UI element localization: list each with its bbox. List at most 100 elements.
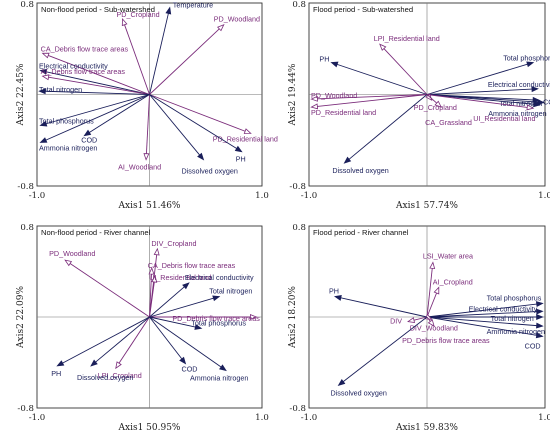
vector-ph: PH (329, 287, 428, 318)
vector-shaft (426, 316, 537, 336)
vector-ca-debris-flow-trace-areas: CA_Debris flow trace areas (41, 44, 150, 95)
vector-arrowhead (83, 129, 92, 137)
vector-label: Total phosphorus (487, 293, 542, 302)
vector-ca-debris-flow-trace-areas: CA_Debris flow trace areas (148, 261, 236, 318)
vector-label: PH (329, 287, 339, 296)
vector-shaft (426, 316, 431, 322)
vector-total-phosphorus: Total phosphorus (426, 293, 544, 318)
vector-arrowhead (433, 286, 440, 295)
x-axis-label: Axis1 50.95% (118, 423, 181, 433)
vector-total-nitrogen: Total nitrogen (149, 287, 252, 318)
vector-label: PD_Residential land (213, 134, 278, 143)
vector-arrowhead (536, 308, 544, 315)
vector-arrowhead (39, 68, 48, 75)
x-tick-label: -1.0 (301, 413, 318, 423)
vector-label: Ammonia nitrogen (190, 373, 248, 382)
vector-shaft (149, 274, 152, 318)
vector-pd-woodland: PD_Woodland (149, 15, 260, 95)
y-tick-label: 0.8 (20, 223, 34, 233)
x-tick-label: 1.0 (538, 191, 550, 201)
x-tick-label: 1.0 (255, 413, 269, 423)
vector-label: CA_Grassland (425, 118, 472, 127)
vector-pd-residential-land: PD_Residential land (310, 94, 428, 117)
vector-arrowhead (148, 267, 155, 275)
panel-non-flood-period-sub-watershed: Non-flood period - Sub-watershed -1.0 1.0 0… (16, 0, 278, 211)
vector-arrowhead (217, 23, 225, 32)
vector-shaft (149, 281, 155, 318)
vector-shaft (149, 28, 220, 95)
y-tick-label: -0.8 (289, 182, 306, 192)
x-tick-label: 1.0 (255, 191, 269, 201)
vector-arrowhead (330, 61, 339, 68)
vector-shaft (124, 24, 150, 95)
y-tick-label: -0.8 (17, 182, 34, 192)
vector-label: Dissolved oxygen (182, 167, 238, 176)
vector-label: AI_Cropland (433, 277, 473, 286)
vector-ph: PH (149, 94, 246, 164)
panel-title: Non-flood period - Sub-watershed (41, 5, 155, 14)
vector-arrowhead (532, 96, 541, 103)
vector-arrowhead (153, 247, 160, 256)
y-axis-label: Axis2 22.45% (16, 63, 26, 126)
vector-pd-woodland: PD_Woodland (49, 249, 150, 318)
vector-label: Dissolved oxygen (332, 166, 388, 175)
vector-label: Electrical conductivity (469, 304, 538, 313)
vector-label: PD_Cropland (414, 103, 457, 112)
vector-ammonia-nitrogen: Ammonia nitrogen (426, 94, 547, 118)
vector-total-nitrogen: Total nitrogen (38, 85, 150, 95)
panel-title: Non-flood period - River channel (41, 228, 151, 237)
vector-lpi-residential-land: LPI_Residential land (374, 34, 440, 95)
vector-label: PD_Woodland (214, 15, 260, 24)
panel-non-flood-period-river-channel: Non-flood period - River channel -1.0 1.0 0… (16, 223, 269, 433)
vector-arrowhead (41, 52, 50, 59)
vector-shaft (342, 316, 428, 382)
vector-arrowhead (531, 86, 539, 93)
vector-label: Temperature (173, 1, 213, 10)
vector-arrowhead (115, 361, 122, 370)
vector-label: PD_Cropland (117, 10, 160, 19)
vector-arrowhead (536, 314, 544, 320)
vector-lpi-cropland: LPI_Cropland (98, 316, 150, 380)
panel-title: Flood period - River channel (313, 228, 409, 237)
vector-ai-debris-flow-trace-areas: AI_Debris flow trace areas (41, 67, 150, 95)
vector-arrowhead (537, 99, 545, 106)
vector-arrowhead (219, 364, 227, 372)
vector-arrowhead (343, 156, 352, 164)
vector-label: Total phosphorus (191, 318, 246, 327)
y-tick-label: 0.8 (292, 223, 306, 233)
x-axis-label: Axis1 59.83% (395, 423, 458, 433)
vector-arrowhead (429, 261, 436, 270)
vector-pd-residential-land: PD_Residential land (149, 94, 278, 143)
vector-shaft (149, 286, 185, 318)
vector-ammonia-nitrogen: Ammonia nitrogen (149, 316, 248, 382)
vector-ui-residential-land: UI_Residential land (426, 94, 536, 123)
vector-shaft (149, 13, 169, 95)
vector-label: PH (236, 155, 246, 164)
vector-label: Total nitrogen (499, 99, 542, 108)
vector-arrowhead (310, 103, 319, 110)
vector-arrowhead (536, 322, 544, 329)
vector-shaft (48, 55, 150, 95)
vector-arrowhead (333, 295, 342, 301)
vector-total-nitrogen: Total nitrogen (427, 314, 544, 323)
vector-ph: PH (51, 316, 150, 378)
vector-arrowhead (535, 332, 544, 339)
vector-arrowhead (151, 274, 158, 283)
vector-shaft (149, 316, 222, 368)
vector-arrowhead (407, 317, 416, 323)
y-tick-label: -0.8 (289, 404, 306, 414)
vector-arrowhead (121, 17, 128, 27)
vector-pd-debris-flow-trace-areas: PD_Debris flow trace areas (402, 316, 490, 345)
vector-label: DIV_Woodland (410, 323, 458, 332)
vector-label: PD_Debris flow trace areas (172, 314, 260, 323)
vector-label: COD (543, 98, 550, 107)
vector-shaft (426, 63, 528, 95)
y-axis-label: Axis2 19.44% (288, 63, 298, 126)
vector-label: COD (182, 365, 198, 374)
vector-label: Dissolved oxygen (331, 388, 387, 397)
vector-shaft (317, 94, 428, 107)
vector-ca-grassland: CA_Grassland (425, 94, 472, 127)
vector-total-phosphorus: Total phosphorus (426, 53, 550, 95)
vector-label: UI_Residential land (149, 273, 211, 282)
vector-dissolved-oxygen: Dissolved oxygen (331, 316, 428, 397)
